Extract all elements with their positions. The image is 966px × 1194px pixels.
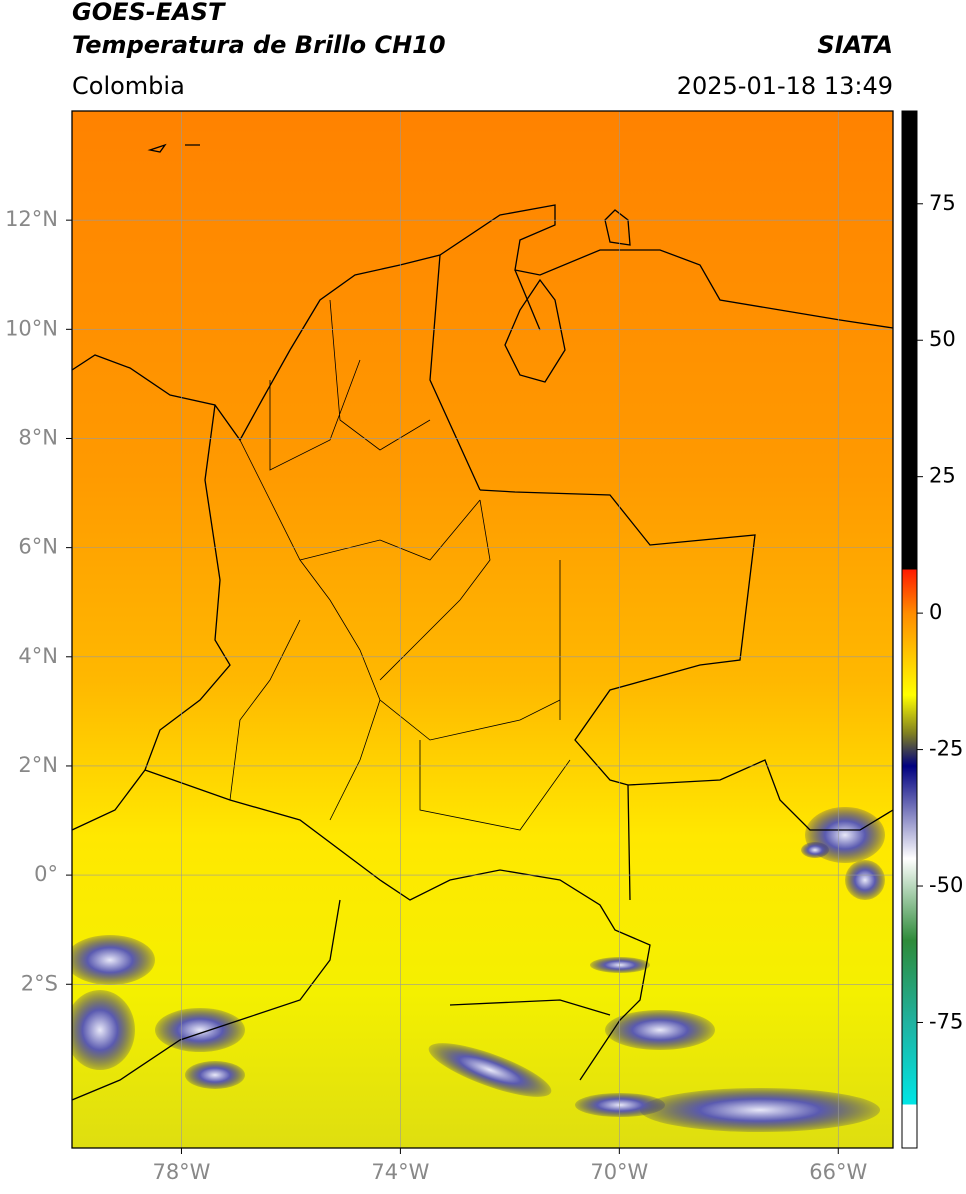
y-tick-label: 10°N <box>5 316 58 340</box>
clouds <box>72 807 885 1132</box>
y-tick-label: 4°N <box>18 644 58 668</box>
subtitle: Temperatura de Brillo CH10 <box>72 31 446 59</box>
region: Colombia <box>72 72 185 100</box>
colorbar-tick-label: 50 <box>929 327 956 351</box>
colorbar-tick-label: -25 <box>929 737 963 761</box>
x-tick-label: 78°W <box>152 1160 210 1184</box>
y-tick-label: 0° <box>34 862 58 886</box>
map <box>72 111 893 1148</box>
x-tick-label: 66°W <box>809 1160 867 1184</box>
colorbar-tick-label: 25 <box>929 464 956 488</box>
map-frame <box>71 110 894 1149</box>
y-tick-label: 8°N <box>18 425 58 449</box>
y-tick-label: 12°N <box>5 207 58 231</box>
source: SIATA <box>817 31 893 59</box>
timestamp: 2025-01-18 13:49 <box>677 72 893 100</box>
colorbar <box>901 110 918 1149</box>
map-background <box>72 111 893 1148</box>
colorbar-tick-label: 75 <box>929 191 956 215</box>
y-tick-label: 2°S <box>21 971 58 995</box>
title: GOES-EAST <box>72 0 226 26</box>
x-tick-label: 74°W <box>371 1160 429 1184</box>
colorbar-tick-label: -75 <box>929 1009 963 1033</box>
colorbar-tick-label: 0 <box>929 600 942 624</box>
x-tick-label: 70°W <box>590 1160 648 1184</box>
y-tick-label: 6°N <box>18 535 58 559</box>
coastlines <box>72 143 893 831</box>
colorbar-tick-label: -50 <box>929 873 963 897</box>
y-tick-label: 2°N <box>18 753 58 777</box>
grid <box>72 111 893 1148</box>
